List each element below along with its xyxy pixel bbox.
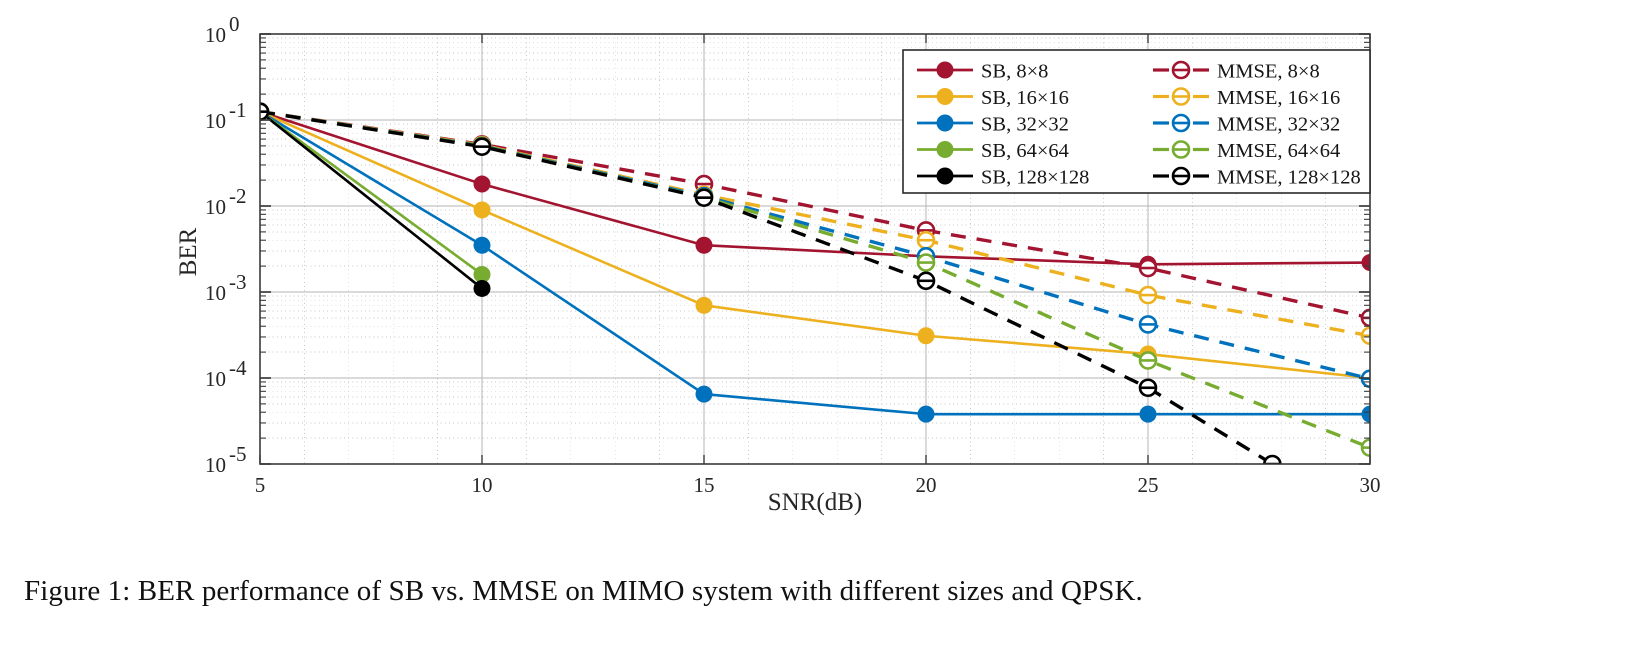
legend-label: MMSE, 64×64 (1217, 140, 1340, 162)
x-tick-label: 25 (1138, 473, 1159, 497)
legend-label: MMSE, 16×16 (1217, 87, 1340, 109)
svg-text:-3: -3 (229, 270, 247, 294)
svg-text:10: 10 (205, 453, 226, 477)
legend-label: SB, 16×16 (981, 87, 1069, 109)
legend-marker-filled-circle (937, 88, 954, 105)
legend-marker-filled-circle (937, 168, 954, 185)
x-axis-title: SNR(dB) (768, 489, 862, 516)
legend-label: SB, 64×64 (981, 140, 1069, 162)
y-axis-title: BER (175, 227, 202, 276)
svg-text:10: 10 (205, 367, 226, 391)
chart-legend[interactable]: SB, 8×8 MMSE, 8×8 SB, 16×16 MMSE, 16×16 SB, … (903, 50, 1370, 193)
legend-item[interactable]: MMSE, 32×32 (1153, 114, 1340, 136)
y-tick-label: 100 (205, 12, 240, 47)
legend-marker-filled-circle (937, 115, 954, 132)
series-marker (474, 176, 491, 193)
series-marker (474, 237, 491, 254)
y-tick-label: 10-3 (205, 270, 247, 305)
y-tick-label: 10-2 (205, 184, 247, 219)
legend-label: MMSE, 32×32 (1217, 114, 1340, 136)
x-tick-label: 10 (472, 473, 493, 497)
legend-marker-filled-circle (937, 62, 954, 79)
y-tick-label: 10-5 (205, 442, 247, 477)
svg-text:10: 10 (205, 109, 226, 133)
chart-plot-area: 51015202530 10010-110-210-310-410-5 SNR(… (0, 0, 1634, 530)
series-marker (918, 327, 935, 344)
svg-text:10: 10 (205, 195, 226, 219)
series-marker (1140, 406, 1157, 423)
svg-text:-1: -1 (229, 98, 247, 122)
x-tick-label: 15 (694, 473, 715, 497)
y-tick-labels: 10010-110-210-310-410-5 (205, 12, 247, 477)
x-tick-label: 20 (916, 473, 937, 497)
y-tick-label: 10-4 (205, 356, 247, 391)
svg-text:10: 10 (205, 23, 226, 47)
svg-text:0: 0 (229, 12, 240, 36)
figure-caption: Figure 1: BER performance of SB vs. MMSE… (24, 575, 1624, 608)
legend-label: MMSE, 8×8 (1217, 61, 1320, 83)
svg-text:-5: -5 (229, 442, 247, 466)
svg-text:-2: -2 (229, 184, 247, 208)
svg-text:-4: -4 (229, 356, 247, 380)
series-marker (474, 201, 491, 218)
legend-label: SB, 8×8 (981, 61, 1048, 83)
series-marker (696, 297, 713, 314)
y-tick-label: 10-1 (205, 98, 247, 133)
svg-text:10: 10 (205, 281, 226, 305)
series-marker (696, 237, 713, 254)
x-tick-label: 5 (255, 473, 266, 497)
legend-label: SB, 128×128 (981, 167, 1089, 189)
legend-item[interactable]: MMSE, 64×64 (1153, 140, 1340, 162)
ber-vs-snr-chart: 51015202530 10010-110-210-310-410-5 SNR(… (0, 0, 1634, 530)
series-marker (696, 386, 713, 403)
legend-label: MMSE, 128×128 (1217, 167, 1361, 189)
series-marker (474, 280, 491, 297)
figure-container: 51015202530 10010-110-210-310-410-5 SNR(… (0, 0, 1634, 668)
legend-marker-filled-circle (937, 141, 954, 158)
legend-item[interactable]: MMSE, 16×16 (1153, 87, 1340, 109)
legend-label: SB, 32×32 (981, 114, 1069, 136)
x-tick-label: 30 (1360, 473, 1381, 497)
series-marker (918, 406, 935, 423)
